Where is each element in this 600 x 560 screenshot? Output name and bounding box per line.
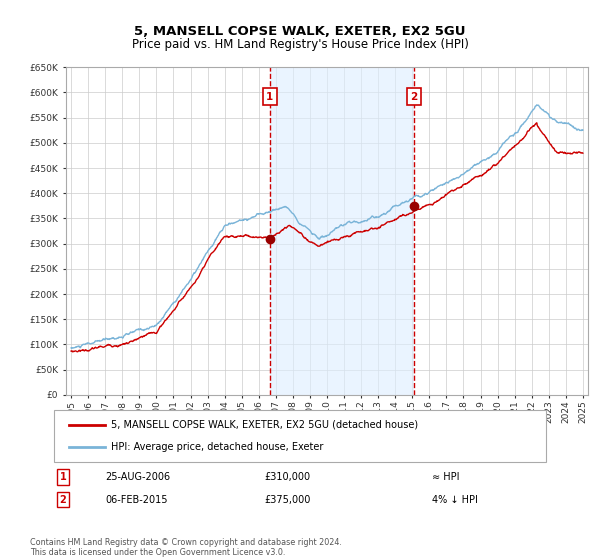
Text: HPI: Average price, detached house, Exeter: HPI: Average price, detached house, Exet… (111, 442, 323, 452)
Text: 1: 1 (59, 472, 67, 482)
Text: 1: 1 (266, 92, 274, 102)
Text: £375,000: £375,000 (264, 494, 310, 505)
Text: ≈ HPI: ≈ HPI (432, 472, 460, 482)
Text: Contains HM Land Registry data © Crown copyright and database right 2024.
This d: Contains HM Land Registry data © Crown c… (30, 538, 342, 557)
Text: £310,000: £310,000 (264, 472, 310, 482)
Bar (270, 67, 414, 395)
Text: Price paid vs. HM Land Registry's House Price Index (HPI): Price paid vs. HM Land Registry's House … (131, 38, 469, 50)
Text: 06-FEB-2015: 06-FEB-2015 (105, 494, 167, 505)
Text: 4% ↓ HPI: 4% ↓ HPI (432, 494, 478, 505)
Text: 5, MANSELL COPSE WALK, EXETER, EX2 5GU (detached house): 5, MANSELL COPSE WALK, EXETER, EX2 5GU (… (111, 419, 418, 430)
Text: 5, MANSELL COPSE WALK, EXETER, EX2 5GU: 5, MANSELL COPSE WALK, EXETER, EX2 5GU (134, 25, 466, 38)
Text: 25-AUG-2006: 25-AUG-2006 (105, 472, 170, 482)
Text: 2: 2 (59, 494, 67, 505)
Text: 2: 2 (410, 92, 418, 102)
